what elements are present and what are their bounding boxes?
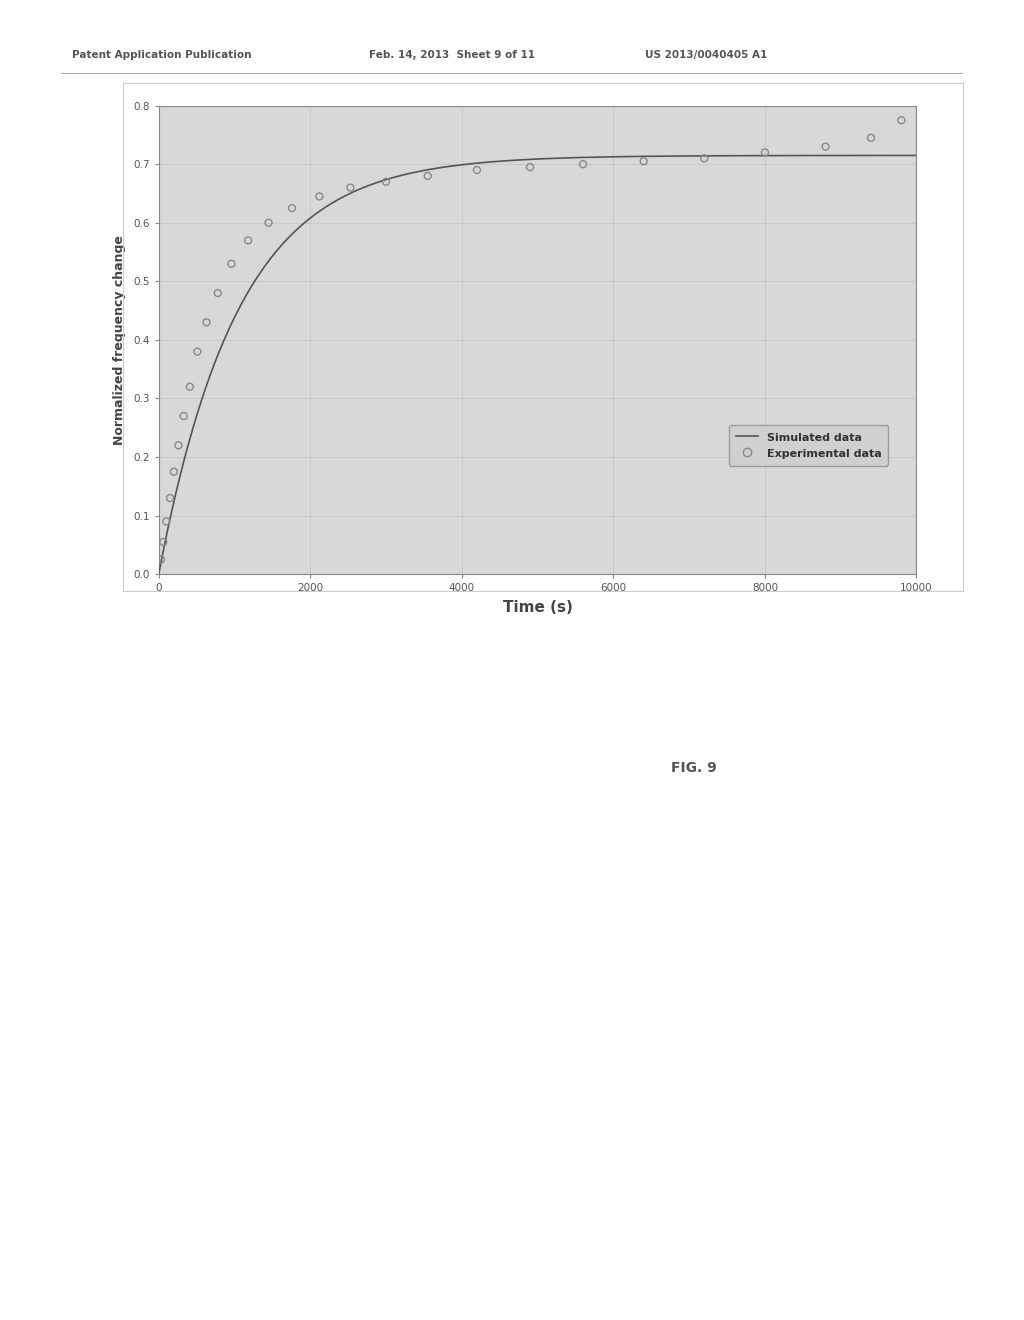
Text: US 2013/0040405 A1: US 2013/0040405 A1 bbox=[645, 50, 767, 61]
Point bbox=[311, 186, 328, 207]
Point bbox=[181, 376, 198, 397]
Point bbox=[863, 127, 880, 148]
Y-axis label: Normalized frequency change: Normalized frequency change bbox=[114, 235, 126, 445]
Text: FIG. 9: FIG. 9 bbox=[671, 762, 717, 775]
Point bbox=[522, 157, 539, 178]
Point bbox=[469, 160, 485, 181]
Point bbox=[162, 487, 178, 508]
Point bbox=[170, 434, 186, 455]
Point bbox=[189, 341, 206, 362]
Text: Patent Application Publication: Patent Application Publication bbox=[72, 50, 251, 61]
Legend: Simulated data, Experimental data: Simulated data, Experimental data bbox=[729, 425, 888, 466]
Point bbox=[166, 461, 182, 482]
Point bbox=[284, 198, 300, 219]
Point bbox=[223, 253, 240, 275]
Point bbox=[817, 136, 834, 157]
Point bbox=[260, 213, 276, 234]
Point bbox=[210, 282, 226, 304]
Point bbox=[155, 532, 171, 553]
Point bbox=[342, 177, 358, 198]
Point bbox=[636, 150, 652, 172]
Point bbox=[153, 549, 169, 570]
Point bbox=[378, 172, 394, 193]
Point bbox=[757, 143, 773, 164]
Point bbox=[574, 153, 591, 174]
Point bbox=[199, 312, 215, 333]
Point bbox=[158, 511, 174, 532]
Point bbox=[893, 110, 909, 131]
Point bbox=[175, 405, 191, 426]
Point bbox=[240, 230, 256, 251]
Text: Feb. 14, 2013  Sheet 9 of 11: Feb. 14, 2013 Sheet 9 of 11 bbox=[369, 50, 535, 61]
Point bbox=[420, 165, 436, 186]
Point bbox=[696, 148, 713, 169]
X-axis label: Time (s): Time (s) bbox=[503, 601, 572, 615]
